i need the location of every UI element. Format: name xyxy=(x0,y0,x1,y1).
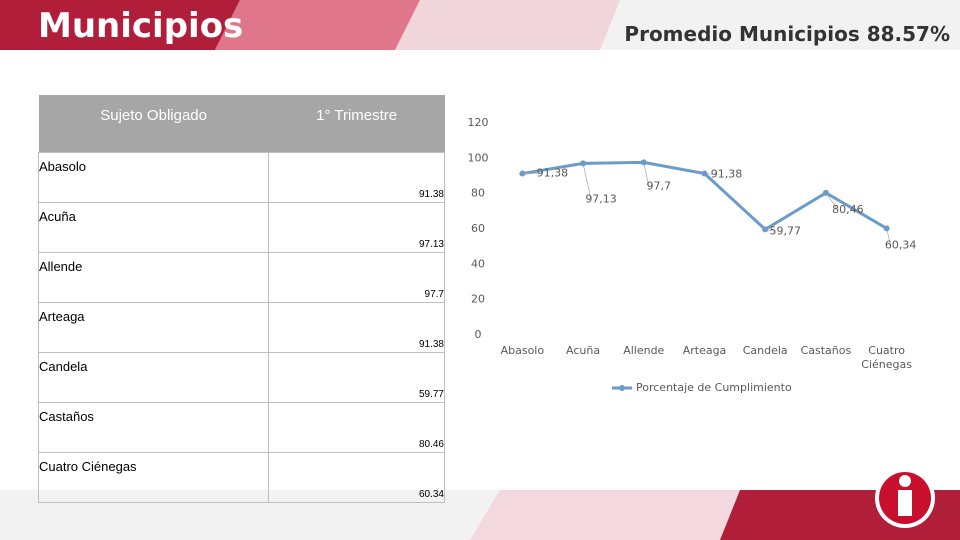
point xyxy=(519,170,526,177)
point xyxy=(640,159,647,166)
legend-marker xyxy=(619,385,625,391)
leader-line xyxy=(643,162,650,187)
column-header: Sujeto Obligado xyxy=(38,95,269,153)
table: Sujeto Obligado 1° Trimestre Abasolo 91.3… xyxy=(37,95,445,503)
data-label: 80,46 xyxy=(832,203,864,216)
x-tick-label: Allende xyxy=(623,344,665,357)
leader-line xyxy=(582,163,592,200)
table-cell: 59.77 xyxy=(268,352,445,403)
y-tick-label: 100 xyxy=(468,151,489,164)
chart-title: Promedio Municipios 88.57% xyxy=(624,22,950,46)
point xyxy=(822,189,829,196)
x-tick-label: Candela xyxy=(742,344,788,357)
table-row: Candela 59.77 xyxy=(37,352,445,403)
point xyxy=(580,160,587,167)
table-row: Arteaga 91.38 xyxy=(37,302,445,353)
y-tick-label: 0 xyxy=(475,328,482,341)
data-label: 91,38 xyxy=(537,167,569,180)
column-header: 1° Trimestre xyxy=(268,95,445,153)
x-tick-label: Acuña xyxy=(566,344,601,357)
leader-line xyxy=(825,192,839,211)
table-cell: 80.46 xyxy=(268,402,445,453)
table-cell: 97.7 xyxy=(268,252,445,303)
table-row: Cuatro Ciénegas 60.34 xyxy=(37,452,445,503)
table-row: Acuña 97.13 xyxy=(37,202,445,253)
point xyxy=(762,226,769,233)
table-cell: Abasolo xyxy=(37,152,270,203)
point xyxy=(701,170,708,177)
data-label: 97,13 xyxy=(585,192,617,205)
x-tick-label: Cuatro Ciénegas xyxy=(861,344,912,371)
data-label: 59,77 xyxy=(769,224,801,237)
data-label: 97,7 xyxy=(647,179,672,192)
table-cell: 60.34 xyxy=(268,452,445,503)
table-cell: Allende xyxy=(37,252,270,303)
data-label: 91,38 xyxy=(711,168,743,181)
y-tick-label: 40 xyxy=(471,257,485,270)
table-row: Allende 97.7 xyxy=(37,252,445,303)
table-cell: Castaños xyxy=(37,402,270,453)
y-tick-label: 80 xyxy=(471,187,485,200)
x-tick-label: Castaños xyxy=(800,344,852,357)
x-tick-label: Arteaga xyxy=(682,344,727,357)
x-tick-label: Abasolo xyxy=(500,344,545,357)
y-tick-label: 120 xyxy=(468,116,489,129)
y-tick-label: 20 xyxy=(471,293,485,306)
y-tick-label: 60 xyxy=(471,222,485,235)
table-cell: 91.38 xyxy=(268,152,445,203)
table-row: Castaños 80.46 xyxy=(37,402,445,453)
table-cell: Arteaga xyxy=(37,302,270,353)
data-label: 60,34 xyxy=(885,238,917,251)
point xyxy=(883,225,890,232)
table-row: Abasolo 91.38 xyxy=(37,152,445,203)
table-cell: 91.38 xyxy=(268,302,445,353)
legend-label: Porcentaje de Cumplimiento xyxy=(636,381,792,394)
table-cell: Cuatro Ciénegas xyxy=(37,452,270,503)
table-cell: Candela xyxy=(37,352,270,403)
slide-title: Municipios xyxy=(38,6,244,46)
